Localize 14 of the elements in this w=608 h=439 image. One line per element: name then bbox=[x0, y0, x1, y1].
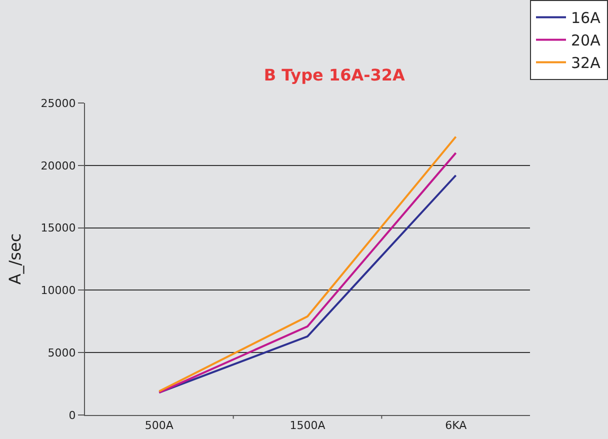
y-axis-title: A_/sec bbox=[6, 233, 25, 285]
y-tick-label: 20000 bbox=[40, 159, 76, 172]
chart-title: B Type 16A-32A bbox=[264, 66, 406, 85]
x-tick-label: 1500A bbox=[290, 419, 326, 432]
y-tick-label: 25000 bbox=[40, 96, 76, 110]
legend-label: 16A bbox=[571, 9, 602, 28]
y-tick-label: 15000 bbox=[40, 222, 76, 235]
y-tick-label: 10000 bbox=[40, 284, 76, 298]
x-tick-label: 6KA bbox=[445, 419, 468, 432]
legend-label: 32A bbox=[571, 54, 602, 72]
x-tick-label: 500A bbox=[144, 419, 174, 432]
y-tick-label: 0 bbox=[68, 408, 76, 422]
y-tick-label: 5000 bbox=[48, 346, 76, 360]
legend-label: 20A bbox=[571, 32, 602, 50]
